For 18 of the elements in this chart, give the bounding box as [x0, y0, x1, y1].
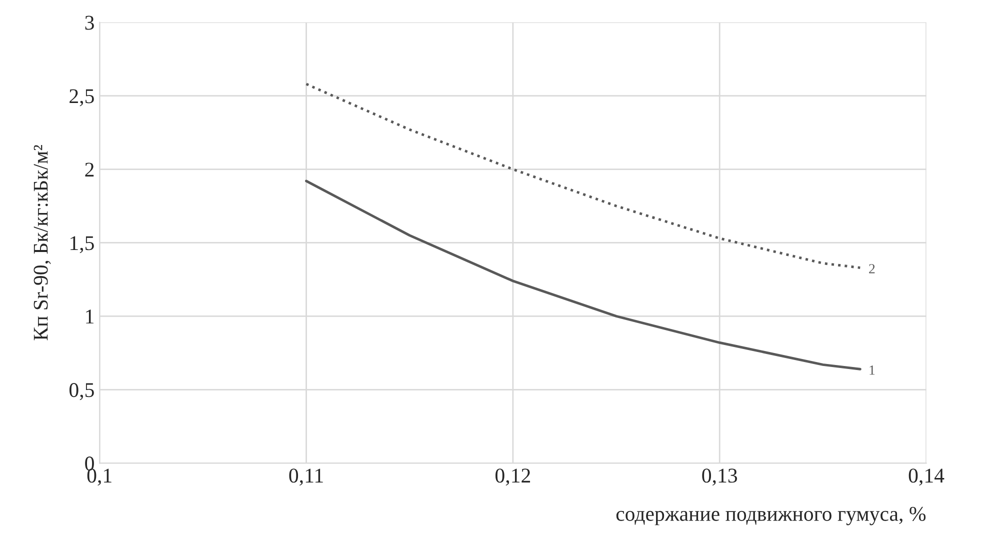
y-tick-label: 3: [85, 16, 94, 30]
x-tick-label: 0,13: [702, 468, 738, 486]
y-tick-label: 2,5: [70, 89, 94, 106]
y-tick-label: 0: [85, 456, 94, 471]
x-tick-label: 0,1: [87, 468, 112, 486]
y-axis-title: Кп Sr-90, Бк/кг:кБк/м²: [34, 145, 51, 340]
y-tick-label: 0,5: [69, 383, 94, 400]
x-tick-label: 0,12: [496, 468, 530, 486]
series-label: 2: [869, 264, 875, 274]
x-axis-title: содержание подвижного гумуса, %: [616, 506, 926, 526]
line-series: [305, 180, 862, 370]
series-label: 1: [870, 365, 875, 375]
line-series: [305, 82, 862, 269]
x-tick-label: 0,14: [908, 468, 944, 486]
x-tick-label: 0,11: [289, 468, 323, 486]
y-tick-label: 2: [85, 162, 94, 176]
y-tick-label: 1: [86, 310, 94, 324]
y-tick-label: 1,5: [70, 236, 94, 254]
